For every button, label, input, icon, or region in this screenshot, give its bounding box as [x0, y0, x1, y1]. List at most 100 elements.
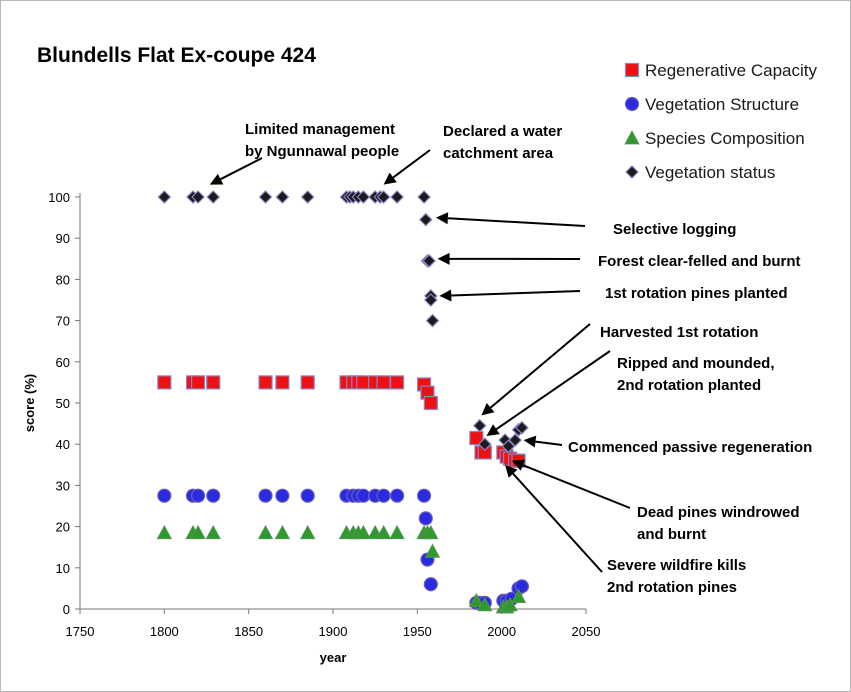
- vegetation-structure-point: [300, 488, 315, 503]
- annotation-arrow: [220, 157, 263, 181]
- vegetation-status-point: [191, 190, 205, 204]
- y-tick-label: 0: [63, 602, 70, 617]
- vegetation-status-point: [501, 439, 516, 454]
- annotation-line: Harvested 1st rotation: [600, 324, 758, 341]
- vegetation-status-point: [508, 433, 523, 447]
- annotation: Harvested 1st rotation: [481, 323, 758, 416]
- annotation-arrowhead: [209, 173, 224, 185]
- species-composition-point: [205, 524, 221, 540]
- annotation-text: Declared a water catchment area: [443, 123, 562, 162]
- regenerative-capacity-point: [300, 375, 315, 390]
- annotation: Severe wildfire kills 2nd rotation pines: [505, 464, 746, 596]
- y-tick-label: 90: [56, 231, 70, 246]
- regenerative-capacity-point: [190, 375, 206, 390]
- y-tick-label: 70: [56, 314, 70, 329]
- annotation-arrow: [512, 473, 603, 573]
- annotations: Limited management by Ngunnawal people Dec…: [209, 121, 812, 596]
- y-tick-label: 20: [56, 520, 70, 535]
- species-composition-point: [355, 524, 372, 540]
- vegetation-status-point: [157, 190, 172, 204]
- legend-marker: [624, 130, 640, 145]
- annotation: Selective logging: [435, 212, 736, 238]
- annotation-arrow: [535, 440, 563, 446]
- annotation-arrowhead: [511, 459, 526, 471]
- vegetation-status-point: [356, 190, 371, 204]
- annotation-arrow: [489, 323, 591, 409]
- species-composition-point: [424, 543, 441, 558]
- vegetation-status-point: [376, 190, 391, 204]
- annotation-arrowhead: [505, 464, 518, 478]
- y-tick-label: 100: [48, 190, 70, 205]
- vegetation-structure-point: [416, 488, 432, 503]
- regenerative-capacity-point: [469, 430, 484, 446]
- annotation-line: Commenced passive regeneration: [568, 439, 812, 456]
- annotation-line: Limited management: [245, 121, 395, 138]
- annotation-text: Forest clear-felled and burnt: [598, 253, 801, 270]
- vegetation-structure-point: [423, 577, 438, 592]
- regenerative-capacity-point: [376, 375, 391, 390]
- vegetation-structure-point: [206, 488, 221, 503]
- annotation-line: Severe wildfire kills: [607, 557, 746, 574]
- vegetation-status-point: [417, 190, 431, 204]
- legend-entry: Vegetation Structure: [645, 95, 799, 114]
- vegetation-structure-point: [190, 488, 206, 503]
- annotation: Forest clear-felled and burnt: [437, 252, 801, 270]
- vegetation-structure-point: [275, 488, 290, 503]
- annotation-arrowhead: [435, 212, 449, 225]
- annotation-arrowhead: [383, 172, 397, 185]
- annotation: Commenced passive regeneration: [523, 435, 812, 456]
- annotation-arrowhead: [523, 435, 537, 448]
- regenerative-capacity-point: [157, 375, 172, 390]
- regenerative-capacity-point: [258, 375, 273, 390]
- vegetation-status-point: [300, 190, 315, 204]
- annotation-line: Declared a water: [443, 123, 562, 140]
- annotation-line: catchment area: [443, 145, 554, 162]
- annotation-line: 2nd rotation pines: [607, 579, 737, 596]
- y-tick-label: 10: [56, 561, 70, 576]
- x-tick-label: 2050: [572, 624, 601, 639]
- legend-entry: Species Composition: [645, 129, 805, 148]
- annotation-line: Forest clear-felled and burnt: [598, 253, 801, 270]
- species-composition-point: [510, 588, 527, 604]
- annotation-text: Dead pines windrowed and burnt: [637, 504, 800, 543]
- species-composition-point: [156, 524, 173, 540]
- annotation-text: Ripped and mounded, 2nd rotation planted: [617, 355, 775, 394]
- legend-entry: Vegetation status: [645, 163, 775, 182]
- species-composition-point: [257, 524, 274, 540]
- species-composition-point: [477, 597, 493, 612]
- x-tick-label: 1750: [66, 624, 95, 639]
- y-tick-label: 50: [56, 396, 70, 411]
- vegetation-structure-point: [157, 488, 172, 503]
- vegetation-status-point: [423, 293, 438, 307]
- annotation-line: Dead pines windrowed: [637, 504, 800, 521]
- species-composition-point: [468, 592, 485, 608]
- annotation: Limited management by Ngunnawal people: [209, 121, 399, 185]
- species-composition-point: [375, 524, 392, 540]
- annotation-text: Harvested 1st rotation: [600, 324, 758, 341]
- y-tick-label: 60: [56, 355, 70, 370]
- x-tick-label: 1950: [403, 624, 432, 639]
- species-composition-point: [274, 524, 291, 540]
- vegetation-structure-point: [258, 488, 273, 503]
- annotation-line: 2nd rotation planted: [617, 377, 761, 394]
- annotation-arrow: [392, 149, 431, 179]
- vegetation-status-point: [390, 190, 404, 204]
- regenerative-capacity-point: [206, 375, 221, 390]
- vegetation-status-point: [472, 418, 487, 433]
- annotation-arrow: [447, 217, 586, 227]
- chart-title: Blundells Flat Ex-coupe 424: [37, 44, 316, 67]
- data-points: [156, 190, 530, 614]
- annotation: Ripped and mounded, 2nd rotation planted: [486, 350, 775, 436]
- x-tick-label: 2000: [487, 624, 516, 639]
- legend-marker: [624, 96, 640, 112]
- species-composition-point: [190, 524, 206, 540]
- annotation: Declared a water catchment area: [383, 123, 562, 185]
- vegetation-structure-point: [376, 488, 391, 503]
- vegetation-status-point: [418, 212, 433, 227]
- species-composition-point: [300, 524, 316, 540]
- vegetation-status-point: [275, 190, 290, 204]
- legend: Regenerative Capacity Vegetation Structur…: [624, 61, 817, 182]
- vegetation-structure-point: [356, 488, 371, 503]
- legend-entry: Regenerative Capacity: [645, 61, 817, 80]
